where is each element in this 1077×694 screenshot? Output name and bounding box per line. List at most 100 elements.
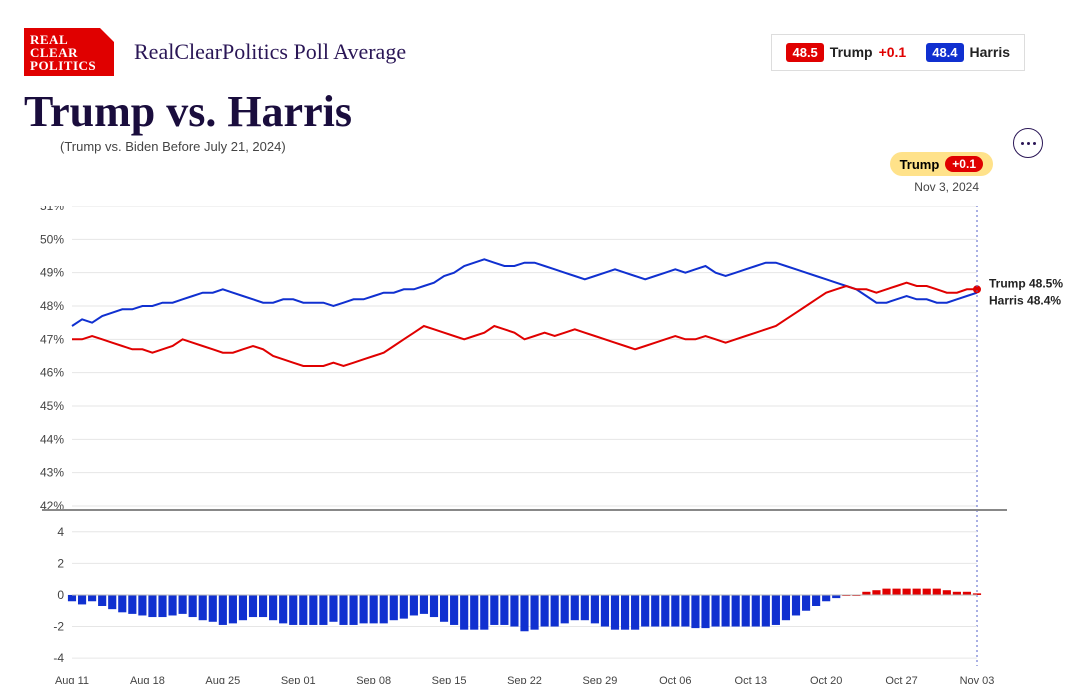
diff-bar bbox=[510, 595, 518, 627]
diff-bar bbox=[611, 595, 619, 630]
harris-line bbox=[72, 259, 977, 326]
diff-bar bbox=[128, 595, 136, 614]
svg-text:-2: -2 bbox=[53, 620, 64, 634]
diff-bar bbox=[530, 595, 538, 630]
diff-bar bbox=[420, 595, 428, 614]
diff-bar bbox=[410, 595, 418, 616]
diff-bar bbox=[772, 595, 780, 625]
logo-line: REAL bbox=[30, 33, 114, 46]
diff-bar bbox=[179, 595, 187, 614]
diff-bar bbox=[229, 595, 237, 623]
poll-chart: 42%43%44%45%46%47%48%49%50%51%Aug 11Aug … bbox=[24, 206, 1067, 684]
svg-text:Oct 20: Oct 20 bbox=[810, 675, 842, 684]
diff-bar bbox=[500, 595, 508, 625]
diff-bar bbox=[319, 595, 327, 625]
diff-bar bbox=[98, 595, 106, 606]
diff-bar bbox=[792, 595, 800, 616]
diff-bar bbox=[138, 595, 146, 616]
diff-bar bbox=[269, 595, 277, 620]
diff-bar bbox=[581, 595, 589, 620]
diff-bar bbox=[460, 595, 468, 630]
diff-bar bbox=[671, 595, 679, 627]
diff-bar bbox=[903, 589, 911, 595]
diff-bar bbox=[933, 589, 941, 595]
diff-bar bbox=[681, 595, 689, 627]
diff-bar bbox=[108, 595, 116, 609]
diff-bar bbox=[209, 595, 217, 622]
diff-bar bbox=[249, 595, 257, 617]
svg-text:Sep 15: Sep 15 bbox=[432, 675, 467, 684]
diff-bar bbox=[259, 595, 267, 617]
svg-text:Sep 01: Sep 01 bbox=[281, 675, 316, 684]
svg-text:45%: 45% bbox=[40, 399, 64, 413]
diff-bar bbox=[168, 595, 176, 616]
diff-bar bbox=[88, 595, 96, 601]
diff-bar bbox=[480, 595, 488, 630]
diff-bar bbox=[299, 595, 307, 625]
diff-bar bbox=[400, 595, 408, 619]
diff-bar bbox=[68, 595, 76, 601]
diff-bar bbox=[289, 595, 297, 625]
page-title: Trump vs. Harris bbox=[24, 86, 1053, 137]
callout-delta: +0.1 bbox=[945, 156, 983, 172]
diff-bar bbox=[621, 595, 629, 630]
diff-bar bbox=[651, 595, 659, 627]
diff-bar bbox=[782, 595, 790, 620]
svg-text:Sep 08: Sep 08 bbox=[356, 675, 391, 684]
diff-bar bbox=[732, 595, 740, 627]
diff-bar bbox=[541, 595, 549, 627]
svg-text:Oct 06: Oct 06 bbox=[659, 675, 691, 684]
diff-bar bbox=[470, 595, 478, 630]
diff-bar bbox=[822, 595, 830, 601]
trump-name: Trump bbox=[830, 44, 873, 60]
svg-text:4: 4 bbox=[57, 525, 64, 539]
harris-end-label: Harris 48.4% bbox=[989, 294, 1061, 308]
diff-bar bbox=[339, 595, 347, 625]
diff-bar bbox=[631, 595, 639, 630]
diff-bar bbox=[892, 589, 900, 595]
svg-text:-4: -4 bbox=[53, 651, 64, 665]
diff-bar bbox=[601, 595, 609, 627]
diff-bar bbox=[943, 590, 951, 595]
svg-text:Sep 29: Sep 29 bbox=[582, 675, 617, 684]
diff-bar bbox=[390, 595, 398, 620]
legend-trump: 48.5 Trump +0.1 bbox=[786, 43, 906, 62]
diff-bar bbox=[520, 595, 528, 631]
svg-text:47%: 47% bbox=[40, 332, 64, 346]
diff-bar bbox=[118, 595, 126, 612]
diff-bar bbox=[752, 595, 760, 627]
svg-text:51%: 51% bbox=[40, 206, 64, 213]
diff-bar bbox=[309, 595, 317, 625]
diff-bar bbox=[450, 595, 458, 625]
harris-name: Harris bbox=[970, 44, 1010, 60]
diff-bar bbox=[641, 595, 649, 627]
diff-bar bbox=[802, 595, 810, 611]
diff-bar bbox=[380, 595, 388, 623]
legend-box: 48.5 Trump +0.1 48.4 Harris bbox=[771, 34, 1025, 71]
svg-text:Sep 22: Sep 22 bbox=[507, 675, 542, 684]
chart-menu-button[interactable] bbox=[1013, 128, 1043, 158]
diff-bar bbox=[158, 595, 166, 617]
svg-text:Aug 18: Aug 18 bbox=[130, 675, 165, 684]
diff-bar bbox=[661, 595, 669, 627]
diff-bar bbox=[722, 595, 730, 627]
diff-bar bbox=[571, 595, 579, 620]
diff-bar bbox=[440, 595, 448, 622]
svg-text:Aug 11: Aug 11 bbox=[55, 675, 89, 684]
diff-bar bbox=[872, 590, 880, 595]
svg-text:49%: 49% bbox=[40, 266, 64, 280]
leader-callout: Trump +0.1 bbox=[890, 152, 993, 176]
svg-text:46%: 46% bbox=[40, 366, 64, 380]
diff-bar bbox=[591, 595, 599, 623]
diff-bar bbox=[360, 595, 368, 623]
harris-value-badge: 48.4 bbox=[926, 43, 963, 62]
diff-bar bbox=[78, 595, 86, 604]
svg-text:0: 0 bbox=[57, 588, 64, 602]
diff-bar bbox=[551, 595, 559, 627]
svg-text:Nov 03: Nov 03 bbox=[960, 675, 995, 684]
trump-end-label: Trump 48.5% bbox=[989, 276, 1063, 290]
diff-bar bbox=[279, 595, 287, 623]
diff-bar bbox=[189, 595, 197, 617]
diff-bar bbox=[762, 595, 770, 627]
trump-line bbox=[72, 283, 977, 366]
